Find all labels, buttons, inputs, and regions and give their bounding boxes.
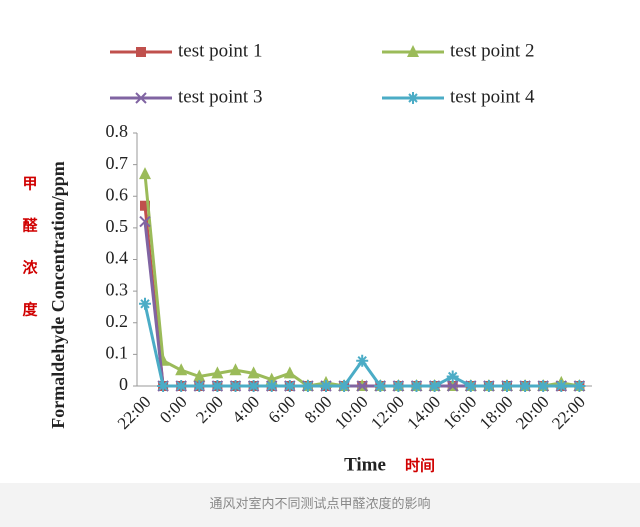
data-point — [140, 200, 150, 211]
annotation: 甲 — [22, 175, 37, 193]
data-point — [211, 366, 224, 379]
y-tick-label: 0.8 — [106, 121, 129, 141]
data-point — [301, 380, 314, 392]
series-line — [143, 173, 580, 388]
data-point — [464, 380, 477, 392]
annotation: 醛 — [22, 217, 38, 235]
data-point — [320, 380, 332, 392]
x-tick-label: 8:00 — [301, 392, 336, 427]
data-point — [338, 380, 351, 392]
data-point — [537, 380, 550, 392]
data-point — [139, 215, 151, 228]
data-point — [139, 167, 151, 180]
y-tick-label: 0.5 — [106, 216, 129, 236]
x-tick-label: 16:00 — [440, 392, 481, 433]
y-tick-label: 0 — [119, 374, 128, 394]
data-point — [139, 297, 151, 310]
data-point — [374, 380, 387, 392]
y-tick-label: 0.4 — [106, 248, 129, 268]
data-point — [283, 380, 296, 392]
data-point — [157, 380, 170, 392]
y-tick-label: 0.2 — [106, 311, 129, 331]
legend-marker — [136, 47, 146, 57]
caption: 通风对室内不同测试点甲醛浓度的影响 — [0, 483, 640, 527]
x-tick-label: 4:00 — [228, 392, 263, 427]
data-point — [193, 369, 206, 382]
chart: Formaldehyde Concentration/ppm Time 甲 醛 … — [22, 40, 592, 475]
data-point — [356, 380, 368, 392]
data-point — [446, 380, 459, 392]
data-point — [265, 380, 278, 392]
data-point — [410, 380, 423, 392]
data-point — [573, 380, 586, 392]
annotation: 浓 — [22, 259, 38, 277]
legend-marker — [407, 45, 419, 57]
data-point — [229, 380, 242, 392]
data-point — [392, 380, 405, 392]
x-axis-label: Time — [344, 454, 386, 475]
legend-label: test point 4 — [450, 86, 535, 107]
data-point — [482, 380, 495, 392]
data-point — [211, 380, 224, 392]
legend-label: test point 1 — [178, 40, 262, 61]
legend-label: test point 3 — [178, 86, 262, 107]
y-axis-label: Formaldehyde Concentration/ppm — [48, 161, 68, 429]
x-tick-label: 18:00 — [476, 392, 517, 433]
data-point — [519, 380, 532, 392]
data-point — [193, 380, 206, 392]
y-tick-label: 0.1 — [106, 343, 129, 363]
legend-marker — [135, 92, 147, 104]
y-tick-label: 0.6 — [106, 184, 129, 204]
data-point — [428, 380, 441, 392]
x-tick-label: 10:00 — [331, 392, 372, 433]
data-point — [356, 354, 369, 367]
x-tick-label: 20:00 — [512, 392, 553, 433]
x-tick-label: 12:00 — [367, 392, 408, 433]
data-point — [175, 380, 188, 392]
data-point — [247, 366, 260, 379]
data-point — [247, 380, 260, 392]
legend-marker — [407, 92, 419, 104]
x-tick-label: 6:00 — [265, 392, 300, 427]
x-tick-label: 22:00 — [548, 392, 589, 433]
x-tick-label: 14:00 — [403, 392, 444, 433]
annotation: 度 — [22, 301, 38, 319]
x-tick-label: 2:00 — [192, 392, 227, 427]
annotation: 时间 — [405, 457, 435, 475]
y-tick-label: 0.3 — [106, 279, 129, 299]
data-point — [555, 380, 568, 392]
data-point — [446, 370, 459, 383]
data-point — [175, 363, 188, 376]
x-tick-label: 0:00 — [156, 392, 191, 427]
y-tick-label: 0.7 — [106, 153, 129, 173]
data-point — [501, 380, 513, 392]
legend-label: test point 2 — [450, 40, 534, 61]
data-point — [229, 363, 242, 376]
x-tick-label: 22:00 — [114, 392, 155, 433]
data-point — [283, 366, 296, 379]
